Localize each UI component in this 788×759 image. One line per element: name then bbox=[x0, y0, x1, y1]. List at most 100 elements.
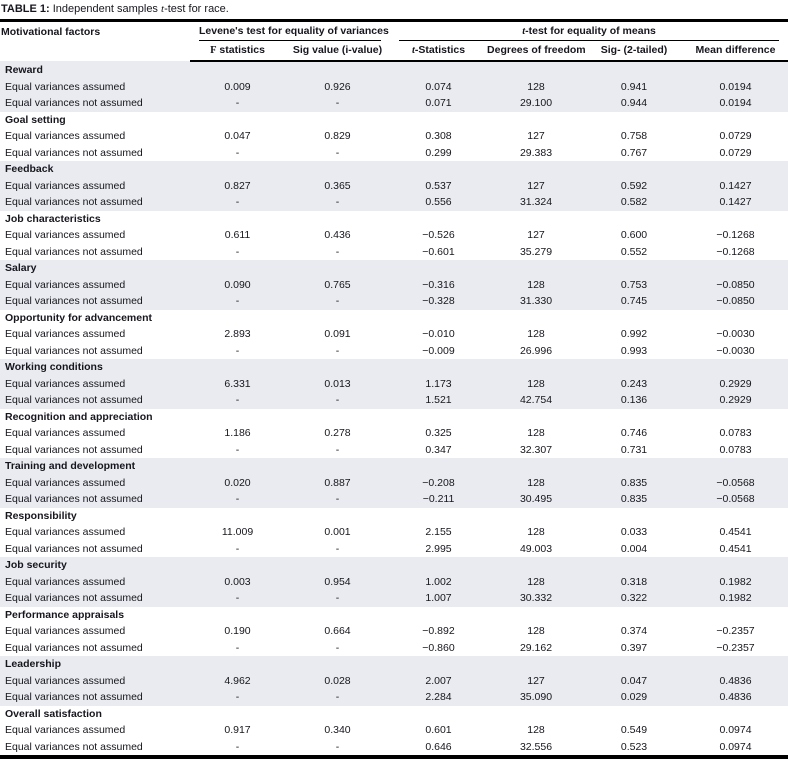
value-cell: 128 bbox=[487, 573, 586, 590]
value-cell: 0.954 bbox=[285, 573, 391, 590]
factor-name: Overall satisfaction bbox=[5, 707, 102, 720]
f-symbol: F bbox=[210, 45, 217, 56]
table-caption-italic-t: t bbox=[161, 3, 165, 15]
value-cell: 0.758 bbox=[620, 130, 648, 142]
value-cell: −0.860 bbox=[422, 641, 455, 654]
value-cell: 0.436 bbox=[324, 229, 351, 241]
value-cell: 35.090 bbox=[487, 689, 586, 706]
value-cell: 0.0974 bbox=[719, 724, 752, 736]
table-row: Equal variances assumed 1.186 0.278 0.325 12… bbox=[0, 425, 788, 442]
value-cell: 0.004 bbox=[620, 542, 648, 555]
row-label: Equal variances not assumed bbox=[5, 443, 143, 456]
value-cell: - bbox=[235, 641, 240, 654]
factor-name: Responsibility bbox=[5, 509, 77, 522]
value-cell: 32.556 bbox=[519, 740, 553, 753]
value-cell: 0.4541 bbox=[719, 542, 752, 555]
factor-name: Training and development bbox=[0, 458, 788, 475]
value-cell: −0.208 bbox=[390, 474, 488, 491]
value-cell: 0.765 bbox=[285, 276, 391, 293]
value-cell: 128 bbox=[527, 328, 545, 340]
value-cell: - bbox=[285, 491, 391, 508]
table-caption-pre: Independent samples bbox=[49, 3, 161, 15]
value-cell: - bbox=[285, 194, 391, 211]
value-cell: - bbox=[335, 542, 340, 555]
value-cell: 11.009 bbox=[221, 526, 254, 538]
table-row: Equal variances not assumed - - 0.646 32.556… bbox=[0, 739, 788, 758]
header-ttest-span-rest: -test for equality of means bbox=[525, 25, 656, 37]
factor-group-row: Job characteristics bbox=[0, 211, 788, 228]
value-cell: −0.0030 bbox=[716, 328, 755, 340]
header-ttest-span: t-test for equality of means bbox=[390, 22, 788, 41]
row-label: Equal variances not assumed bbox=[5, 146, 143, 159]
value-cell: 42.754 bbox=[487, 392, 586, 409]
value-cell: −0.009 bbox=[422, 344, 455, 357]
value-cell: 0.243 bbox=[585, 375, 684, 392]
value-cell: 0.020 bbox=[190, 474, 285, 491]
table-row: Equal variances not assumed - - −0.860 29.16… bbox=[0, 640, 788, 657]
value-cell: 0.2929 bbox=[683, 392, 788, 409]
value-cell: 1.007 bbox=[390, 590, 488, 607]
header-span-row: Motivational factors Levene's test for e… bbox=[0, 22, 788, 41]
value-cell: −0.328 bbox=[390, 293, 488, 310]
table-row: Equal variances not assumed - -1.007 30.332… bbox=[0, 590, 788, 607]
table-row: Equal variances not assumed - -1.521 42.754… bbox=[0, 392, 788, 409]
table-row: Equal variances assumed 0.047 0.829 0.308 12… bbox=[0, 128, 788, 145]
factor-name: Job security bbox=[0, 557, 788, 574]
value-cell: −0.892 bbox=[422, 625, 455, 637]
value-cell: 0.1982 bbox=[683, 590, 788, 607]
value-cell: 0.074 bbox=[390, 78, 488, 95]
table-row: Equal variances not assumed - - −0.211 30.49… bbox=[0, 491, 788, 508]
row-label: Equal variances assumed bbox=[5, 526, 126, 538]
value-cell: - bbox=[335, 740, 340, 753]
value-cell: 0.003 bbox=[190, 573, 285, 590]
value-cell: - bbox=[335, 146, 340, 159]
row-label: Equal variances not assumed bbox=[5, 641, 143, 654]
header-levene-span: Levene's test for equality of variances bbox=[190, 22, 390, 41]
factor-name: Goal setting bbox=[5, 113, 66, 126]
value-cell: 0.190 bbox=[224, 625, 251, 637]
value-cell: 31.330 bbox=[487, 293, 586, 310]
value-cell: 1.173 bbox=[390, 375, 488, 392]
row-label: Equal variances not assumed bbox=[5, 740, 143, 753]
table-row: Equal variances not assumed - - 0.299 29.383… bbox=[0, 145, 788, 162]
value-cell: - bbox=[335, 641, 340, 654]
value-cell: - bbox=[235, 245, 240, 258]
table-body: Reward Equal variances assumed 0.009 0.926 0… bbox=[0, 61, 788, 757]
value-cell: 0.1982 bbox=[683, 573, 788, 590]
value-cell: 0.136 bbox=[585, 392, 684, 409]
value-cell: 0.646 bbox=[425, 740, 452, 753]
value-cell: - bbox=[235, 344, 240, 357]
value-cell: 0.009 bbox=[190, 78, 285, 95]
value-cell: 0.0729 bbox=[719, 146, 752, 159]
value-cell: 128 bbox=[487, 474, 586, 491]
value-cell: - bbox=[285, 590, 391, 607]
value-cell: 0.0783 bbox=[719, 427, 752, 439]
value-cell: −0.211 bbox=[390, 491, 488, 508]
value-cell: 29.162 bbox=[519, 641, 553, 654]
row-label: Equal variances assumed bbox=[5, 625, 126, 637]
row-label: Equal variances not assumed bbox=[5, 542, 143, 555]
table-row: Equal variances assumed 4.962 0.028 2.007 12… bbox=[0, 672, 788, 689]
value-cell: 0.827 bbox=[190, 177, 285, 194]
factor-name: Reward bbox=[0, 61, 788, 79]
value-cell: −0.0850 bbox=[683, 293, 788, 310]
row-label: Equal variances not assumed bbox=[0, 689, 190, 706]
row-label: Equal variances not assumed bbox=[0, 293, 190, 310]
value-cell: 2.155 bbox=[425, 526, 452, 538]
table-row: Equal variances assumed 0.020 0.887 −0.208 1… bbox=[0, 474, 788, 491]
row-label: Equal variances assumed bbox=[0, 672, 190, 689]
value-cell: 0.745 bbox=[585, 293, 684, 310]
value-cell: 0.322 bbox=[585, 590, 684, 607]
table-row: Equal variances assumed 0.827 0.365 0.537 12… bbox=[0, 177, 788, 194]
value-cell: −0.526 bbox=[422, 229, 455, 241]
value-cell: −0.010 bbox=[422, 328, 455, 340]
value-cell: 0.0729 bbox=[719, 130, 752, 142]
factor-group-row: Salary bbox=[0, 260, 788, 277]
table-title: TABLE 1: Independent samples t-test for … bbox=[0, 0, 788, 22]
factor-group-row: Recognition and appreciation bbox=[0, 409, 788, 426]
row-label: Equal variances not assumed bbox=[0, 95, 190, 112]
value-cell: - bbox=[190, 392, 285, 409]
value-cell: −0.2357 bbox=[716, 641, 755, 654]
value-cell: 0.047 bbox=[585, 672, 684, 689]
